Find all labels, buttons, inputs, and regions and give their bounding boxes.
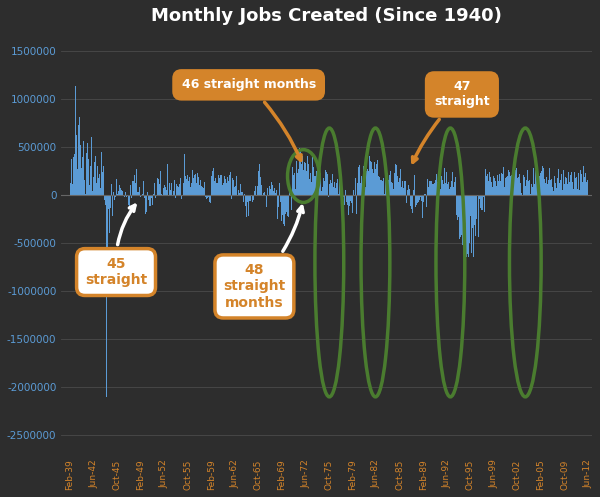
Text: 48
straight
months: 48 straight months [223, 207, 303, 310]
Title: Monthly Jobs Created (Since 1940): Monthly Jobs Created (Since 1940) [151, 7, 502, 25]
Text: 47
straight: 47 straight [413, 81, 490, 163]
Text: 45
straight: 45 straight [85, 205, 147, 287]
Text: 46 straight months: 46 straight months [182, 79, 316, 161]
